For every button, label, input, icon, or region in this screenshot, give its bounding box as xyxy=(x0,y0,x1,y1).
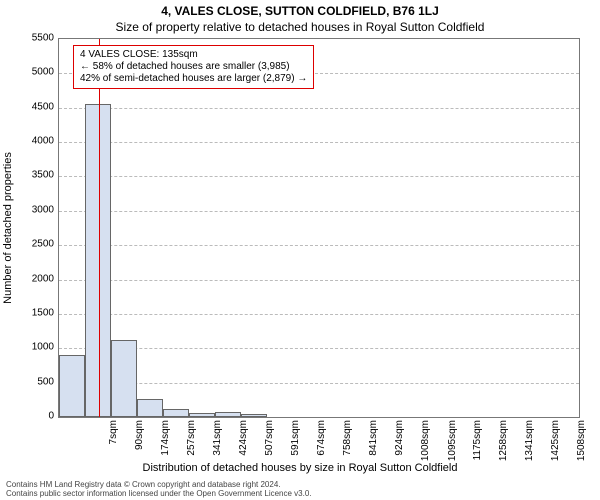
y-tick-label: 4500 xyxy=(14,101,54,112)
gridline xyxy=(59,348,579,349)
histogram-bar xyxy=(59,355,85,417)
y-tick-label: 3000 xyxy=(14,204,54,215)
x-tick-label: 758sqm xyxy=(342,420,353,466)
y-tick-label: 2000 xyxy=(14,273,54,284)
gridline xyxy=(59,245,579,246)
y-tick-label: 500 xyxy=(14,376,54,387)
histogram-bar xyxy=(215,412,241,417)
x-tick-label: 591sqm xyxy=(290,420,301,466)
callout-line-3: 42% of semi-detached houses are larger (… xyxy=(80,73,307,85)
x-tick-label: 507sqm xyxy=(264,420,275,466)
attribution-footer: Contains HM Land Registry data © Crown c… xyxy=(6,480,312,498)
histogram-bar xyxy=(163,409,189,417)
y-tick-label: 0 xyxy=(14,411,54,422)
y-tick-label: 4000 xyxy=(14,136,54,147)
x-tick-label: 1008sqm xyxy=(420,420,431,466)
histogram-bar xyxy=(137,399,163,417)
x-tick-label: 7sqm xyxy=(108,420,119,466)
footer-line-1: Contains HM Land Registry data © Crown c… xyxy=(6,480,312,489)
marker-callout: 4 VALES CLOSE: 135sqm ← 58% of detached … xyxy=(73,45,314,89)
y-tick-label: 3500 xyxy=(14,170,54,181)
y-tick-label: 1500 xyxy=(14,307,54,318)
x-tick-label: 341sqm xyxy=(212,420,223,466)
marker-line xyxy=(99,39,100,417)
x-tick-label: 174sqm xyxy=(160,420,171,466)
title-line-2: Size of property relative to detached ho… xyxy=(0,20,600,34)
gridline xyxy=(59,176,579,177)
plot-area: 4 VALES CLOSE: 135sqm ← 58% of detached … xyxy=(58,38,580,418)
x-tick-label: 1095sqm xyxy=(447,420,458,466)
y-tick-label: 1000 xyxy=(14,342,54,353)
histogram-bar xyxy=(241,414,267,417)
gridline xyxy=(59,211,579,212)
x-tick-label: 90sqm xyxy=(134,420,145,466)
x-tick-label: 424sqm xyxy=(238,420,249,466)
y-tick-label: 5500 xyxy=(14,33,54,44)
gridline xyxy=(59,142,579,143)
x-tick-label: 1175sqm xyxy=(472,420,483,466)
y-tick-label: 2500 xyxy=(14,239,54,250)
callout-line-1: 4 VALES CLOSE: 135sqm xyxy=(80,49,307,61)
gridline xyxy=(59,108,579,109)
gridline xyxy=(59,280,579,281)
gridline xyxy=(59,314,579,315)
gridline xyxy=(59,383,579,384)
histogram-bar xyxy=(111,340,137,417)
x-tick-label: 841sqm xyxy=(368,420,379,466)
x-tick-label: 1258sqm xyxy=(498,420,509,466)
footer-line-2: Contains public sector information licen… xyxy=(6,489,312,498)
x-tick-label: 674sqm xyxy=(316,420,327,466)
x-tick-label: 1508sqm xyxy=(576,420,587,466)
x-tick-label: 257sqm xyxy=(186,420,197,466)
callout-line-2: ← 58% of detached houses are smaller (3,… xyxy=(80,61,307,73)
y-axis-label: Number of detached properties xyxy=(2,152,14,304)
chart-container: 4, VALES CLOSE, SUTTON COLDFIELD, B76 1L… xyxy=(0,0,600,500)
title-line-1: 4, VALES CLOSE, SUTTON COLDFIELD, B76 1L… xyxy=(0,4,600,18)
x-tick-label: 924sqm xyxy=(394,420,405,466)
x-tick-label: 1341sqm xyxy=(524,420,535,466)
x-tick-label: 1425sqm xyxy=(550,420,561,466)
histogram-bar xyxy=(189,413,215,417)
y-tick-label: 5000 xyxy=(14,67,54,78)
